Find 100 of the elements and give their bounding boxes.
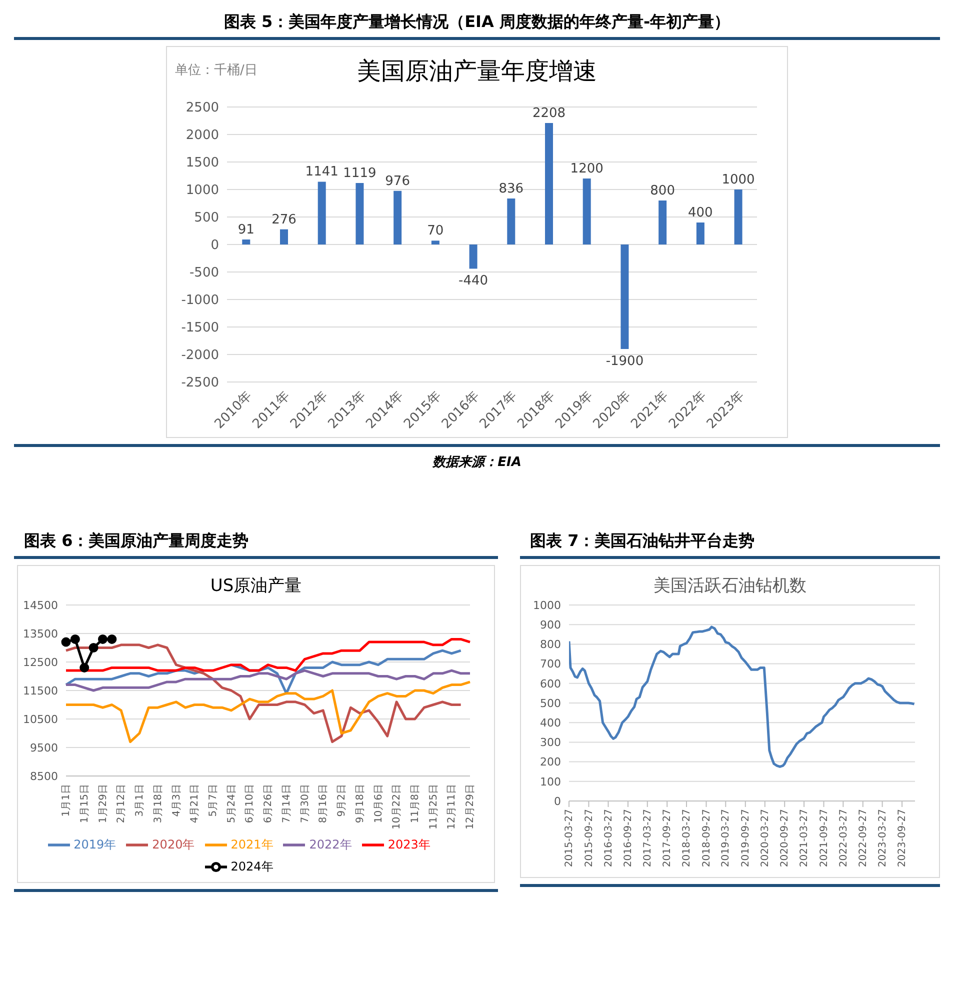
- y-tick-label: 1000: [186, 183, 219, 198]
- line-series: [64, 644, 462, 744]
- x-tick-label: 2020-03-27: [760, 809, 771, 868]
- data-label: 1141: [305, 164, 338, 180]
- data-label: 836: [498, 182, 524, 197]
- bar: [734, 190, 742, 244]
- x-tick-label: 11月25日: [428, 784, 440, 830]
- y-tick-label: 900: [540, 618, 561, 632]
- x-tick-label: 2019-09-27: [740, 809, 752, 868]
- y-tick-label: 700: [540, 658, 561, 671]
- chart-subtitle: 美国活跃石油钻机数: [652, 575, 808, 597]
- y-tick-label: 14500: [23, 598, 58, 612]
- y-tick-label: 9500: [30, 741, 58, 754]
- data-label: -1900: [606, 354, 644, 369]
- y-tick-label: -1000: [181, 293, 219, 308]
- x-tick-label: 2020-09-27: [780, 809, 791, 868]
- x-tick-label: 5月7日: [208, 784, 220, 817]
- x-tick-label: 2021-03-27: [799, 809, 810, 868]
- data-label: 2208: [532, 106, 566, 122]
- point: [61, 637, 71, 647]
- chart-subtitle: 美国原油产量年度增速: [357, 57, 597, 85]
- chart-title: 图表 5：美国年度产量增长情况（EIA 周度数据的年终产量-年初产量）: [222, 11, 732, 33]
- data-label: 800: [650, 184, 675, 198]
- x-tick-label: 10月6日: [373, 784, 384, 824]
- point: [107, 634, 117, 644]
- bar: [469, 244, 478, 269]
- x-tick-label: 5月24日: [226, 784, 238, 824]
- y-tick-label: 300: [540, 736, 561, 750]
- x-tick-label: 2022-03-27: [838, 809, 850, 868]
- x-tick-label: 7月30日: [300, 784, 311, 824]
- line-series: [64, 638, 472, 672]
- x-tick-label: 4月21日: [190, 784, 201, 824]
- x-tick-label: 2018-09-27: [701, 809, 712, 868]
- bar: [280, 229, 288, 244]
- x-tick-label: 1月1日: [61, 784, 72, 817]
- x-tick-label: 2018-03-27: [682, 809, 693, 868]
- y-tick-label: 500: [194, 210, 219, 226]
- y-tick-label: 0: [554, 794, 561, 808]
- bar: [431, 240, 440, 244]
- x-tick-label: 2023-03-27: [877, 809, 888, 868]
- y-tick-label: 10500: [23, 712, 58, 726]
- y-tick-label: 12500: [23, 656, 58, 669]
- y-tick-label: 600: [540, 677, 561, 690]
- x-tick-label: 8月16日: [318, 784, 330, 824]
- x-tick-label: 7月14日: [281, 784, 292, 824]
- bar: [356, 182, 364, 244]
- bar: [696, 222, 704, 244]
- line-series: [64, 680, 472, 744]
- data-label: 1000: [722, 172, 755, 188]
- y-tick-label: 2000: [186, 128, 219, 144]
- x-tick-label: 2015-03-27: [564, 809, 576, 868]
- source-note: 数据来源：EIA: [432, 454, 522, 472]
- bar: [658, 200, 667, 244]
- bar: [582, 178, 591, 244]
- y-tick-label: 1500: [186, 156, 219, 171]
- x-tick-label: 2023-09-27: [897, 809, 908, 868]
- bar: [620, 244, 629, 349]
- x-tick-label: 2015-09-27: [584, 809, 595, 868]
- x-tick-label: 10月22日: [392, 784, 403, 830]
- x-tick-label: 2016-03-27: [603, 809, 614, 868]
- point: [80, 662, 90, 672]
- y-tick-label: 500: [540, 696, 561, 710]
- y-tick-label: 0: [210, 238, 219, 254]
- x-tick-label: 3月18日: [152, 784, 164, 824]
- y-tick-label: 800: [540, 638, 561, 652]
- x-tick-label: 1月29日: [98, 784, 109, 824]
- x-tick-label: 6月26日: [263, 784, 274, 824]
- bar: [242, 239, 250, 244]
- x-tick-label: 2019-03-27: [720, 809, 732, 868]
- y-tick-label: 8500: [30, 770, 58, 783]
- x-tick-label: 3月1日: [134, 784, 146, 817]
- x-tick-label: 2022-09-27: [858, 809, 869, 868]
- x-tick-label: 11月8日: [410, 784, 422, 824]
- y-tick-label: 13500: [23, 627, 58, 640]
- chart-title: 图表 6：美国原油产量周度走势: [23, 530, 250, 552]
- y-tick-label: -2500: [181, 376, 219, 391]
- point: [88, 643, 98, 652]
- x-tick-label: 12月29日: [465, 784, 476, 830]
- point: [70, 634, 80, 644]
- x-tick-label: 6月10日: [244, 784, 256, 824]
- line-series: [64, 669, 472, 692]
- y-tick-label: 400: [540, 716, 561, 730]
- data-label: 1200: [570, 162, 604, 176]
- y-tick-label: -2000: [181, 348, 219, 364]
- data-label: 400: [688, 206, 713, 220]
- x-tick-label: 2017-03-27: [642, 809, 654, 868]
- bar: [394, 190, 402, 244]
- y-tick-label: 1000: [533, 598, 561, 612]
- bar: [507, 198, 516, 244]
- y-tick-label: -500: [189, 266, 219, 281]
- x-tick-label: 9月2日: [336, 784, 348, 817]
- x-tick-label: 2017-09-27: [662, 809, 674, 868]
- x-tick-label: 2016-09-27: [623, 809, 634, 868]
- y-tick-label: 11500: [23, 684, 58, 698]
- data-label: 276: [272, 212, 296, 228]
- x-tick-label: 2021-09-27: [818, 809, 830, 868]
- chart-subtitle: US原油产量: [209, 575, 303, 597]
- y-axis-title: 单位：千桶/日: [175, 62, 258, 79]
- y-tick-label: 2500: [186, 100, 219, 116]
- data-label: 70: [427, 224, 444, 239]
